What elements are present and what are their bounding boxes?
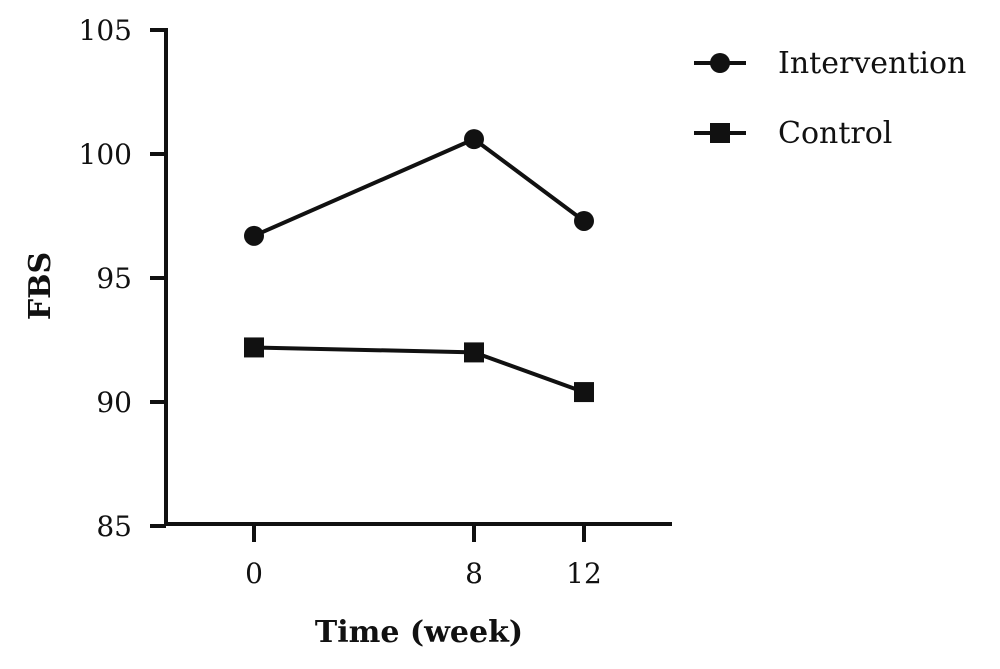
intervention-series-line	[253, 137, 586, 238]
x-tick-label: 8	[465, 557, 483, 590]
y-tick-label: 85	[96, 510, 132, 543]
y-tick-label: 100	[79, 138, 132, 171]
legend-marker-control	[710, 123, 730, 143]
x-axis-title: Time (week)	[315, 615, 523, 650]
control-data-point	[244, 337, 264, 358]
intervention-data-point	[244, 225, 264, 246]
legend-marker-intervention	[710, 53, 730, 73]
y-tick-label: 105	[79, 14, 132, 47]
control-series-line	[253, 345, 585, 394]
y-tick-label: 90	[96, 386, 132, 419]
legend-label-intervention: Intervention	[778, 46, 966, 81]
legend: Intervention Control	[694, 46, 966, 151]
y-axis-title: FBS	[23, 252, 58, 320]
intervention-data-point	[574, 210, 594, 231]
chart-axes	[164, 28, 672, 526]
y-tick-label: 95	[96, 262, 132, 295]
series-layer	[244, 129, 594, 403]
y-axis-ticks: 85 90 95 100 105	[79, 14, 166, 543]
intervention-data-point	[464, 129, 484, 150]
x-tick-label: 0	[245, 557, 263, 590]
control-data-point	[464, 342, 484, 363]
legend-label-control: Control	[778, 116, 892, 151]
x-tick-label: 12	[566, 557, 602, 590]
control-data-point	[574, 382, 594, 403]
x-axis-ticks: 0 8 12	[245, 524, 602, 590]
